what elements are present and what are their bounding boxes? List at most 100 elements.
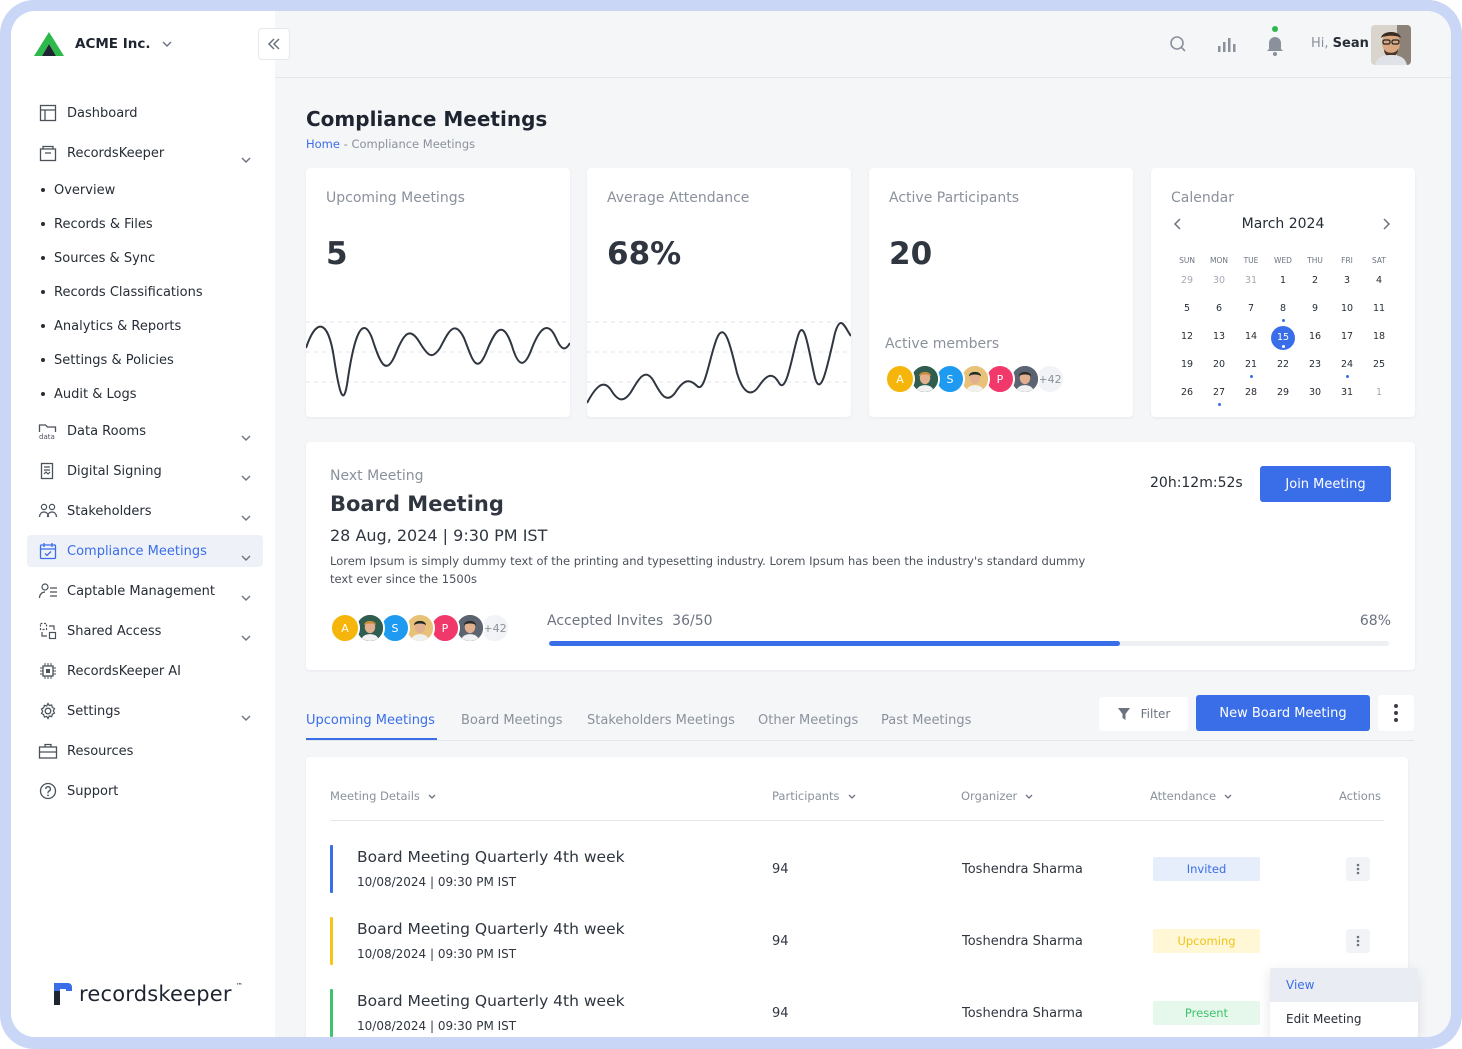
sidebar-subitem-settings-and-policies[interactable]: Settings & Policies <box>27 347 263 373</box>
row-actions-button[interactable] <box>1346 857 1370 881</box>
avatar-photo[interactable] <box>455 613 485 643</box>
calendar-day[interactable]: 7 <box>1235 298 1267 326</box>
calendar-day[interactable]: 17 <box>1331 326 1363 354</box>
avatar-initial[interactable]: P <box>985 364 1015 394</box>
sidebar-item-stakeholders[interactable]: Stakeholders <box>27 495 263 527</box>
avatar-photo[interactable] <box>910 364 940 394</box>
sidebar: ACME Inc. Dashboard RecordsKeeper Overview… <box>11 11 275 1037</box>
tab-stakeholders-meetings[interactable]: Stakeholders Meetings <box>587 713 735 728</box>
calendar-day[interactable]: 27 <box>1203 382 1235 410</box>
th-attendance[interactable]: Attendance <box>1150 789 1232 803</box>
table-row[interactable]: Board Meeting Quarterly 4th week 10/08/20… <box>306 845 1408 917</box>
calendar-day[interactable]: 26 <box>1171 382 1203 410</box>
calendar-day[interactable]: 11 <box>1363 298 1395 326</box>
tab-past-meetings[interactable]: Past Meetings <box>881 713 972 728</box>
menu-item-edit-meeting[interactable]: Edit Meeting <box>1286 1012 1362 1026</box>
calendar-day[interactable]: 16 <box>1299 326 1331 354</box>
tab-other-meetings[interactable]: Other Meetings <box>758 713 859 728</box>
calendar-day[interactable]: 10 <box>1331 298 1363 326</box>
analytics-icon[interactable] <box>1217 37 1237 57</box>
sidebar-subitem-analytics-and-reports[interactable]: Analytics & Reports <box>27 313 263 339</box>
menu-item-view[interactable]: View <box>1270 968 1418 1002</box>
meeting-title[interactable]: Board Meeting Quarterly 4th week <box>357 992 625 1010</box>
th-meeting-details[interactable]: Meeting Details <box>330 789 436 803</box>
calendar-day[interactable]: 20 <box>1203 354 1235 382</box>
calendar-day[interactable]: 13 <box>1203 326 1235 354</box>
calendar-day[interactable]: 21 <box>1235 354 1267 382</box>
filter-button[interactable]: Filter <box>1099 697 1188 731</box>
avatar-photo[interactable] <box>405 613 435 643</box>
row-actions-button[interactable] <box>1346 929 1370 953</box>
calendar-day[interactable]: 12 <box>1171 326 1203 354</box>
calendar-day[interactable]: 19 <box>1171 354 1203 382</box>
calendar-day[interactable]: 14 <box>1235 326 1267 354</box>
sidebar-item-support[interactable]: Support <box>27 775 263 807</box>
calendar-day[interactable]: 1 <box>1363 382 1395 410</box>
sidebar-item-shared-access[interactable]: Shared Access <box>27 615 263 647</box>
avatar-photo[interactable] <box>960 364 990 394</box>
calendar-day[interactable]: 30 <box>1299 382 1331 410</box>
avatar-photo[interactable] <box>1010 364 1040 394</box>
calendar-day[interactable]: 22 <box>1267 354 1299 382</box>
join-meeting-button[interactable]: Join Meeting <box>1260 466 1391 502</box>
sidebar-subitem-records-classifications[interactable]: Records Classifications <box>27 279 263 305</box>
sidebar-subitem-sources-and-sync[interactable]: Sources & Sync <box>27 245 263 271</box>
more-options-button[interactable] <box>1378 695 1414 731</box>
notification-bell-icon[interactable] <box>1265 25 1285 61</box>
table-row[interactable]: Board Meeting Quarterly 4th week 10/08/20… <box>306 989 1408 1037</box>
calendar-day[interactable]: 6 <box>1203 298 1235 326</box>
sidebar-item-compliance-meetings[interactable]: Compliance Meetings <box>27 535 263 567</box>
th-participants[interactable]: Participants <box>772 789 856 803</box>
sidebar-item-recordskeeper[interactable]: RecordsKeeper <box>27 137 263 169</box>
search-icon[interactable] <box>1169 35 1187 57</box>
sidebar-item-digital-signing[interactable]: Digital Signing <box>27 455 263 487</box>
active-members-avatars[interactable]: A S P +42 <box>885 364 1065 394</box>
calendar-day[interactable]: 30 <box>1203 270 1235 298</box>
user-avatar[interactable] <box>1371 25 1411 65</box>
table-row[interactable]: Board Meeting Quarterly 4th week 10/08/20… <box>306 917 1408 989</box>
calendar-day[interactable]: 31 <box>1331 382 1363 410</box>
brand-switcher[interactable]: ACME Inc. <box>33 31 172 57</box>
calendar-day[interactable]: 23 <box>1299 354 1331 382</box>
sidebar-item-dashboard[interactable]: Dashboard <box>27 97 263 129</box>
calendar-day[interactable]: 9 <box>1299 298 1331 326</box>
meeting-title[interactable]: Board Meeting Quarterly 4th week <box>357 848 625 866</box>
calendar-day[interactable]: 18 <box>1363 326 1395 354</box>
sidebar-subitem-audit-and-logs[interactable]: Audit & Logs <box>27 381 263 407</box>
calendar-day[interactable]: 1 <box>1267 270 1299 298</box>
tab-upcoming-meetings[interactable]: Upcoming Meetings <box>306 713 435 728</box>
calendar-day[interactable]: 5 <box>1171 298 1203 326</box>
sidebar-subitem-overview[interactable]: Overview <box>27 177 263 203</box>
calendar-day-selected[interactable]: 15 <box>1267 326 1299 354</box>
calendar-next-button[interactable] <box>1383 218 1391 234</box>
calendar-day[interactable]: 31 <box>1235 270 1267 298</box>
tab-board-meetings[interactable]: Board Meetings <box>461 713 563 728</box>
sidebar-item-recordskeeper-ai[interactable]: RecordsKeeper AI <box>27 655 263 687</box>
invitee-avatars[interactable]: A S P +42 <box>330 613 510 643</box>
calendar-prev-button[interactable] <box>1173 218 1181 234</box>
new-board-meeting-button[interactable]: New Board Meeting <box>1196 695 1370 731</box>
calendar-day[interactable]: 24 <box>1331 354 1363 382</box>
calendar-day[interactable]: 4 <box>1363 270 1395 298</box>
calendar-day[interactable]: 29 <box>1267 382 1299 410</box>
meeting-title[interactable]: Board Meeting Quarterly 4th week <box>357 920 625 938</box>
avatar-more-count[interactable]: +42 <box>1035 364 1065 394</box>
sidebar-item-data-rooms[interactable]: data Data Rooms <box>27 415 263 447</box>
sidebar-item-settings[interactable]: Settings <box>27 695 263 727</box>
calendar-day[interactable]: 8 <box>1267 298 1299 326</box>
calendar-day[interactable]: 25 <box>1363 354 1395 382</box>
avatar-photo[interactable] <box>355 613 385 643</box>
collapse-sidebar-button[interactable] <box>258 28 290 60</box>
breadcrumb-home-link[interactable]: Home <box>306 137 340 151</box>
calendar-day[interactable]: 29 <box>1171 270 1203 298</box>
calendar-day[interactable]: 2 <box>1299 270 1331 298</box>
avatar-initial[interactable]: P <box>430 613 460 643</box>
avatar-initial[interactable]: A <box>330 613 360 643</box>
avatar-initial[interactable]: A <box>885 364 915 394</box>
calendar-day[interactable]: 28 <box>1235 382 1267 410</box>
sidebar-subitem-records-and-files[interactable]: Records & Files <box>27 211 263 237</box>
sidebar-item-resources[interactable]: Resources <box>27 735 263 767</box>
calendar-day[interactable]: 3 <box>1331 270 1363 298</box>
sidebar-item-captable-management[interactable]: Captable Management <box>27 575 263 607</box>
th-organizer[interactable]: Organizer <box>961 789 1033 803</box>
